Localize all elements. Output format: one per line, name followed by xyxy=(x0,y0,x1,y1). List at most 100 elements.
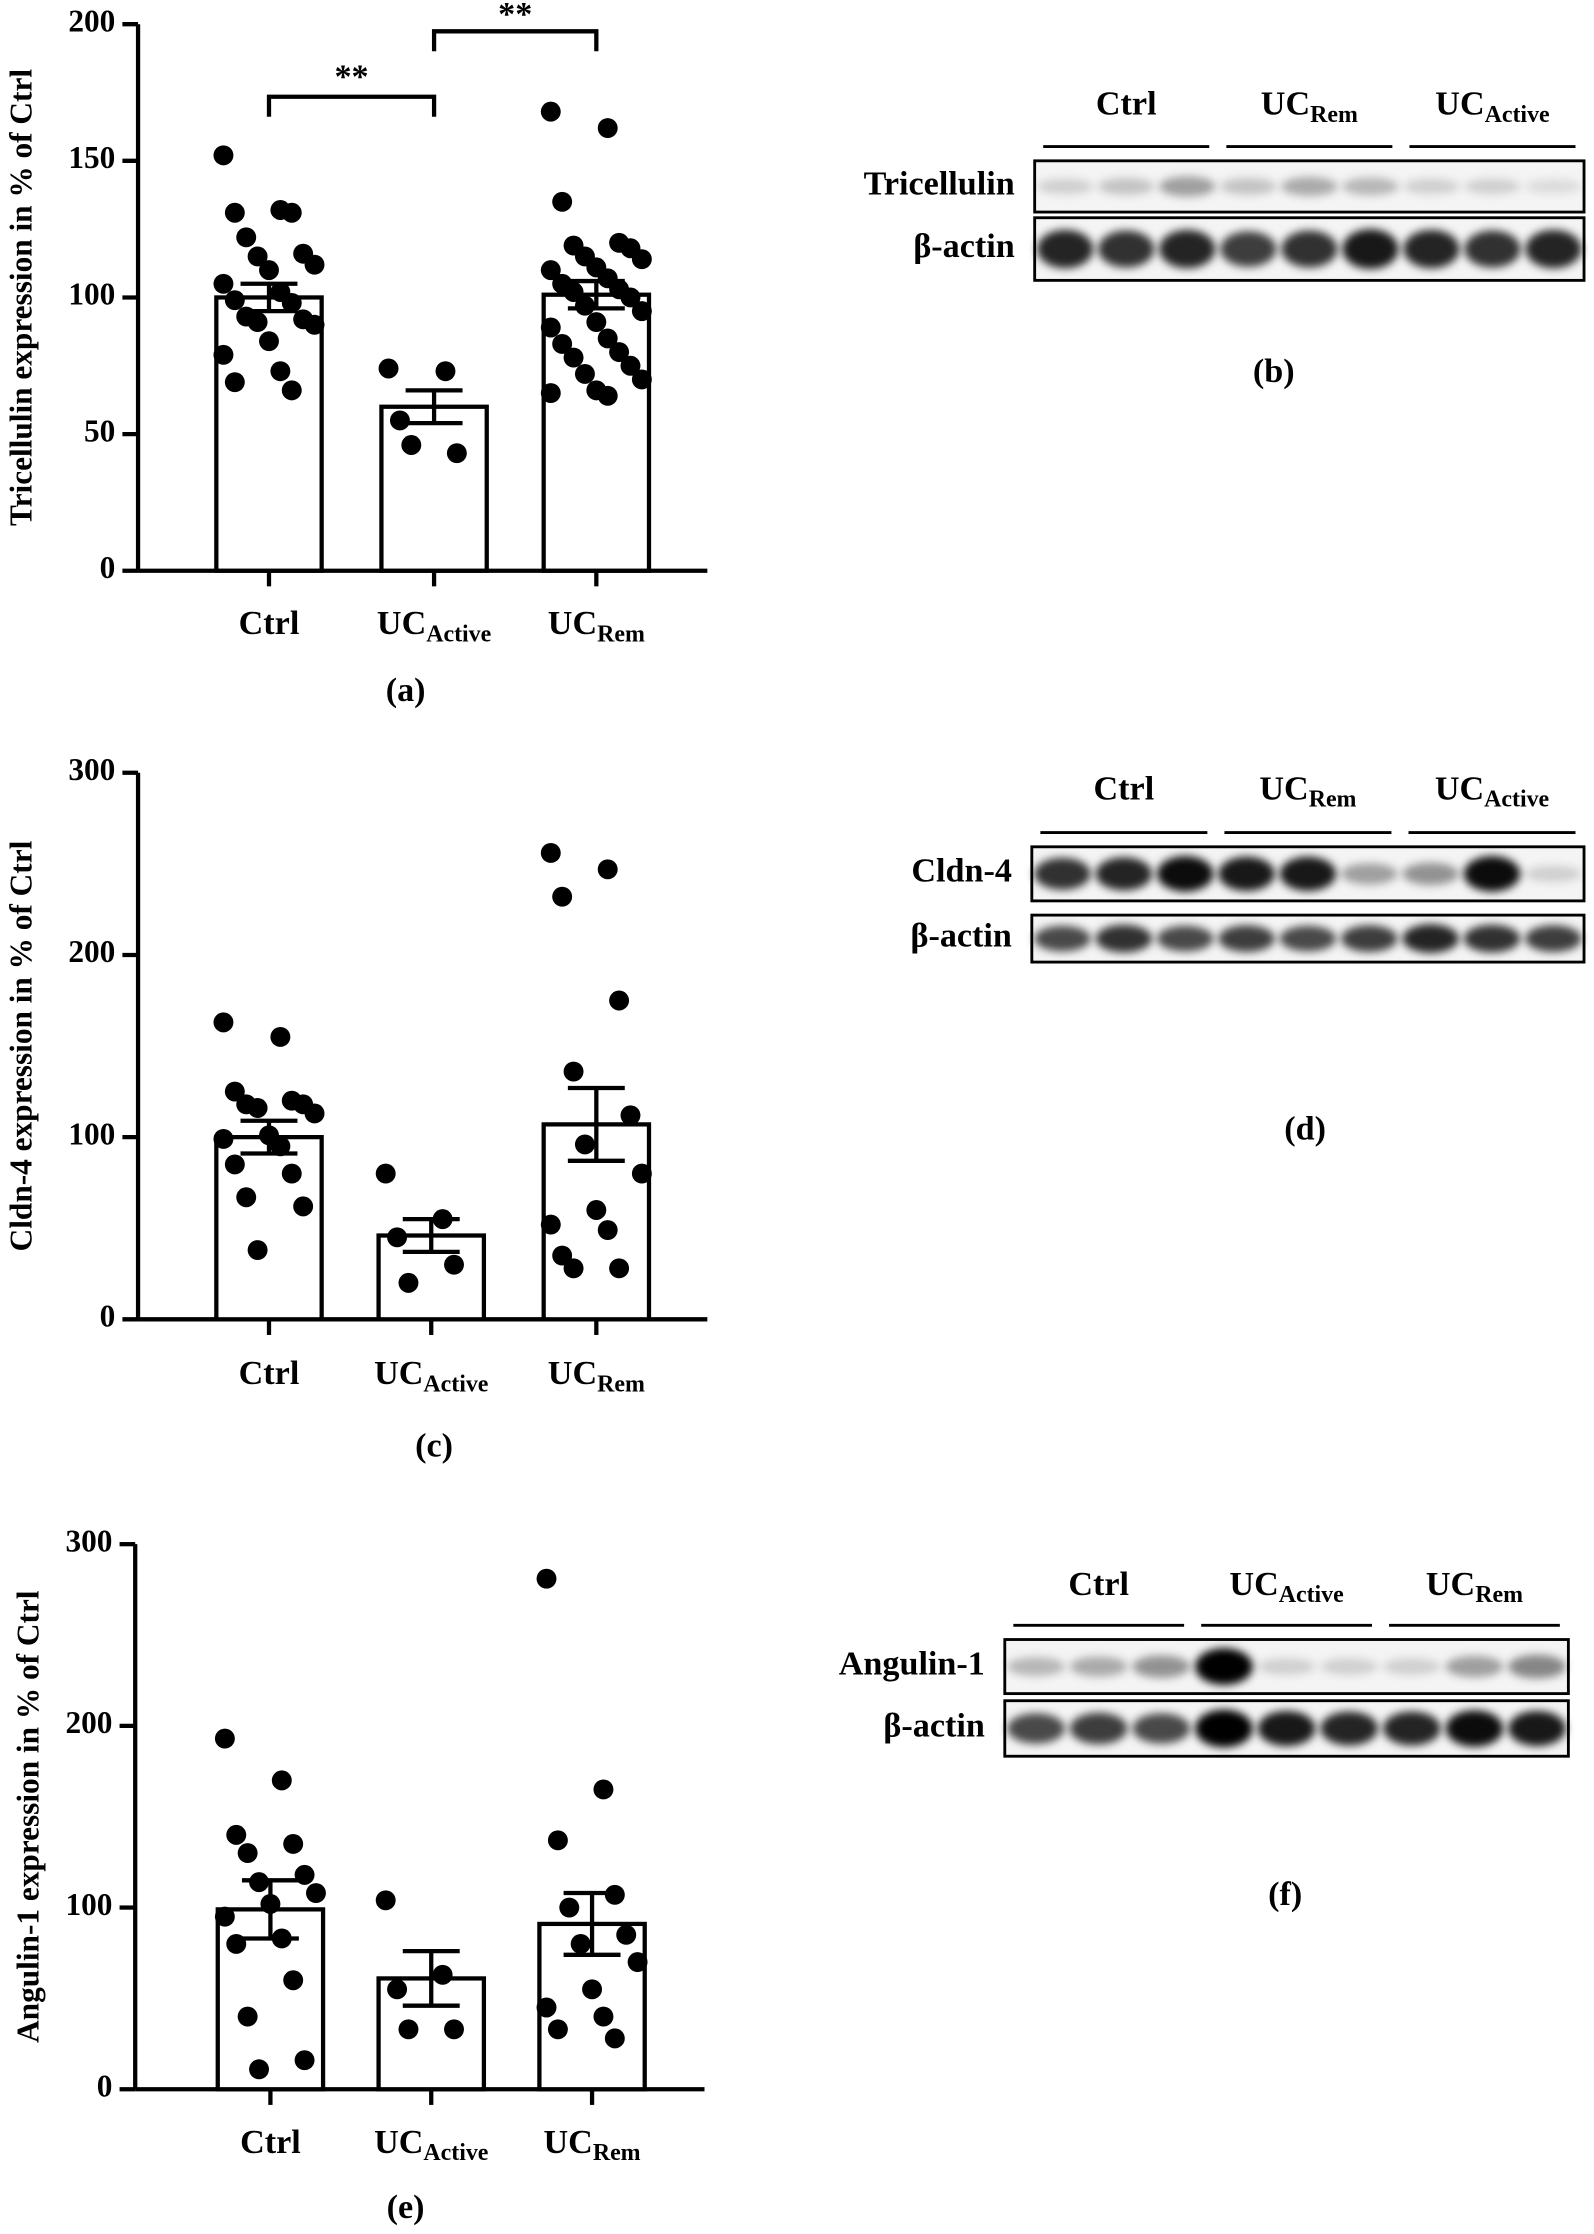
data-point xyxy=(563,1061,584,1082)
data-point xyxy=(214,1906,235,1927)
data-point xyxy=(540,260,561,281)
data-point xyxy=(597,118,618,138)
blot-group-label-part: Ctrl xyxy=(1096,86,1157,123)
significance-bracket xyxy=(431,29,599,52)
data-point xyxy=(294,2050,315,2071)
x-tick-label: UCRem xyxy=(544,2124,641,2167)
data-point xyxy=(586,1200,607,1220)
blot-band xyxy=(1220,178,1277,195)
blot-row-label: β-actin xyxy=(883,1707,984,1744)
data-point xyxy=(540,101,561,122)
x-tick-label-part: Active xyxy=(423,2140,488,2166)
blot-band xyxy=(1098,230,1155,268)
blot-band xyxy=(1257,1710,1316,1747)
y-tick-label: 100 xyxy=(65,1887,112,1922)
data-point xyxy=(281,1163,302,1184)
blot-band xyxy=(1383,1658,1441,1675)
blot-band xyxy=(1525,229,1582,269)
blot-band xyxy=(1342,177,1399,196)
x-tick-label-part: UC xyxy=(374,1355,423,1392)
blot-group-label-part: Active xyxy=(1279,1583,1344,1609)
data-point xyxy=(304,254,325,275)
data-point xyxy=(213,145,234,166)
blot-group-label-part: Active xyxy=(1485,102,1550,128)
y-tick-label: 300 xyxy=(68,752,115,787)
blot-band xyxy=(1403,229,1460,269)
blot-group-label-part: UC xyxy=(1259,770,1308,807)
data-point xyxy=(631,249,652,270)
blot-band xyxy=(1525,865,1582,883)
data-point xyxy=(620,1105,641,1126)
data-point xyxy=(247,312,268,333)
data-point xyxy=(237,1843,258,1864)
x-tick-label: UCActive xyxy=(374,1355,488,1398)
blot-band xyxy=(1095,924,1153,953)
blot-band xyxy=(1281,176,1338,196)
data-point xyxy=(249,2059,269,2080)
blot-group-label: UCRem xyxy=(1426,1566,1523,1609)
blot-group-label-part: Rem xyxy=(1310,102,1358,128)
data-point xyxy=(547,1830,568,1851)
significance-label: ** xyxy=(498,0,532,33)
blot-band xyxy=(1281,230,1338,268)
blot-band xyxy=(1159,176,1216,197)
data-point xyxy=(552,1245,573,1266)
data-point xyxy=(237,2006,258,2027)
data-point xyxy=(552,886,573,907)
significance-bracket xyxy=(266,94,437,117)
data-point xyxy=(224,1154,245,1175)
y-tick-label: 100 xyxy=(68,1116,115,1151)
data-point xyxy=(213,1012,234,1033)
blot-group-label: Ctrl xyxy=(1096,86,1157,123)
error-bar xyxy=(563,1890,621,1957)
data-point xyxy=(559,1897,580,1918)
x-tick-label-part: Rem xyxy=(593,2140,641,2166)
data-point xyxy=(609,990,630,1011)
y-tick-label: 0 xyxy=(97,2068,113,2103)
blot-row-label: Angulin-1 xyxy=(839,1645,985,1682)
data-point xyxy=(224,290,245,311)
data-point xyxy=(304,1103,325,1124)
blot-band xyxy=(1037,229,1094,269)
data-point xyxy=(574,1134,595,1155)
x-tick-label-part: Active xyxy=(423,1372,488,1398)
blot-band xyxy=(1320,1711,1379,1746)
data-point xyxy=(226,1824,247,1845)
blot-group-label: UCActive xyxy=(1229,1566,1343,1609)
data-point xyxy=(401,435,422,455)
data-point xyxy=(540,317,561,338)
bar xyxy=(376,1233,487,1322)
blot-band xyxy=(1341,925,1398,952)
data-point xyxy=(378,358,399,379)
data-point xyxy=(540,383,561,404)
blot-band xyxy=(1279,925,1337,952)
blot-group-label: UCActive xyxy=(1435,770,1549,813)
blot-band xyxy=(1463,856,1521,892)
data-point xyxy=(597,385,618,406)
data-point xyxy=(214,1728,235,1749)
blot-band xyxy=(1320,1658,1379,1675)
data-point xyxy=(444,1254,464,1275)
data-point xyxy=(574,363,595,384)
blot-band xyxy=(1402,924,1459,954)
panel-caption: (f) xyxy=(1268,1876,1302,1913)
blot-band xyxy=(1445,1655,1504,1678)
x-tick-label-part: UC xyxy=(548,1355,597,1392)
y-axis-label: Tricellulin expression in % of Ctrl xyxy=(3,69,38,526)
x-tick-label-part: Ctrl xyxy=(239,605,300,642)
blot-band xyxy=(1218,856,1275,892)
data-point xyxy=(387,1227,408,1248)
blot-group-label-part: UC xyxy=(1261,86,1310,123)
blot-band xyxy=(1069,1656,1128,1677)
data-point xyxy=(593,1779,614,1800)
blot-band xyxy=(1508,1654,1566,1679)
data-point xyxy=(444,2019,464,2040)
x-tick-label: UCRem xyxy=(548,605,645,648)
blot-band xyxy=(1445,1710,1504,1747)
data-point xyxy=(213,1128,234,1149)
data-point xyxy=(620,355,641,376)
blot-group-label: UCActive xyxy=(1435,86,1549,129)
data-point xyxy=(536,1997,557,2018)
data-point xyxy=(563,282,584,302)
